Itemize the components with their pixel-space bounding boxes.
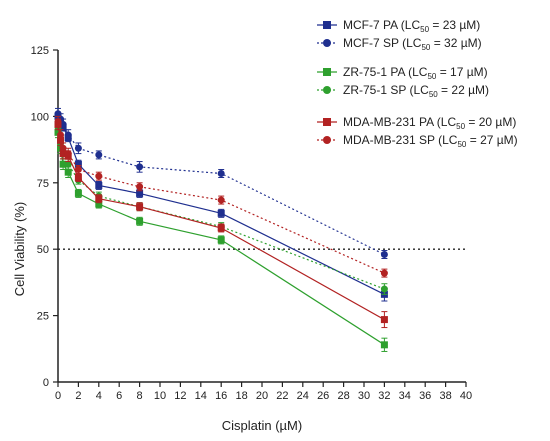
data-point bbox=[217, 236, 225, 244]
legend-marker bbox=[323, 118, 331, 126]
data-point bbox=[380, 316, 388, 324]
legend-label: MCF-7 PA (LC50 = 23 µM) bbox=[343, 18, 480, 34]
legend-label: MDA-MB-231 PA (LC50 = 20 µM) bbox=[343, 115, 516, 131]
x-tick-label: 14 bbox=[195, 390, 207, 402]
legend-label: ZR-75-1 SP (LC50 = 22 µM) bbox=[343, 83, 489, 99]
data-point bbox=[59, 160, 67, 168]
data-point bbox=[380, 341, 388, 349]
series-zr-75-1-sp bbox=[54, 121, 388, 295]
data-point bbox=[64, 131, 72, 139]
data-point bbox=[217, 209, 225, 217]
data-point bbox=[64, 150, 72, 158]
data-point bbox=[74, 160, 82, 168]
x-tick-label: 0 bbox=[55, 390, 61, 402]
x-tick-label: 34 bbox=[399, 390, 411, 402]
x-tick-label: 30 bbox=[358, 390, 370, 402]
legend-label: MCF-7 SP (LC50 = 32 µM) bbox=[343, 36, 482, 52]
data-point bbox=[74, 144, 82, 152]
y-tick-label: 25 bbox=[37, 311, 49, 323]
data-point bbox=[380, 251, 388, 259]
data-point bbox=[217, 224, 225, 232]
x-tick-label: 2 bbox=[75, 390, 81, 402]
x-tick-label: 28 bbox=[337, 390, 349, 402]
data-point bbox=[64, 160, 72, 168]
series-line bbox=[57, 116, 385, 295]
data-point bbox=[64, 168, 72, 176]
legend-item: MDA-MB-231 SP (LC50 = 27 µM) bbox=[317, 133, 518, 149]
series-line bbox=[57, 124, 385, 321]
data-point bbox=[217, 196, 225, 204]
legend-label: ZR-75-1 PA (LC50 = 17 µM) bbox=[343, 65, 488, 81]
data-point bbox=[380, 269, 388, 277]
x-tick-label: 24 bbox=[297, 390, 309, 402]
data-point bbox=[380, 285, 388, 293]
legend-marker bbox=[323, 39, 331, 47]
data-point bbox=[57, 131, 65, 139]
y-tick-label: 125 bbox=[31, 45, 49, 57]
x-tick-label: 10 bbox=[154, 390, 166, 402]
axes: 0 2 4 6 8 10 12 14 16 18 20 22 24 26 28 30 32 34 36 38 40025… bbox=[31, 45, 472, 402]
y-tick-label: 100 bbox=[31, 111, 49, 123]
legend: MCF-7 PA (LC50 = 23 µM) MCF-7 SP (LC50 = … bbox=[317, 18, 518, 149]
x-tick-label: 32 bbox=[378, 390, 390, 402]
x-axis-title: Cisplatin (µM) bbox=[222, 418, 302, 433]
series-line bbox=[57, 121, 385, 274]
x-tick-label: 26 bbox=[317, 390, 329, 402]
series-layer bbox=[54, 107, 388, 352]
x-tick-label: 36 bbox=[419, 390, 431, 402]
legend-marker bbox=[323, 21, 331, 29]
data-point bbox=[136, 163, 144, 171]
x-tick-label: 16 bbox=[215, 390, 227, 402]
data-point bbox=[54, 118, 62, 126]
data-point bbox=[136, 189, 144, 197]
legend-marker bbox=[323, 68, 331, 76]
data-point bbox=[74, 189, 82, 197]
series-line bbox=[57, 113, 385, 256]
y-tick-label: 50 bbox=[37, 244, 49, 256]
y-tick-label: 0 bbox=[43, 377, 49, 389]
legend-label: MDA-MB-231 SP (LC50 = 27 µM) bbox=[343, 133, 518, 149]
series-mda-mb-231-sp bbox=[54, 115, 388, 278]
legend-item: MCF-7 PA (LC50 = 23 µM) bbox=[317, 18, 480, 34]
data-point bbox=[74, 166, 82, 174]
data-point bbox=[95, 200, 103, 208]
legend-marker bbox=[323, 136, 331, 144]
data-point bbox=[95, 195, 103, 203]
data-point bbox=[74, 173, 82, 181]
legend-marker bbox=[323, 86, 331, 94]
legend-item: ZR-75-1 PA (LC50 = 17 µM) bbox=[317, 65, 488, 81]
x-tick-label: 12 bbox=[174, 390, 186, 402]
data-point bbox=[136, 203, 144, 211]
series-zr-75-1-pa bbox=[54, 126, 388, 352]
data-point bbox=[95, 172, 103, 180]
x-tick-label: 18 bbox=[235, 390, 247, 402]
x-tick-label: 20 bbox=[256, 390, 268, 402]
data-point bbox=[95, 181, 103, 189]
data-point bbox=[136, 183, 144, 191]
x-tick-label: 6 bbox=[116, 390, 122, 402]
y-tick-label: 75 bbox=[37, 178, 49, 190]
x-tick-label: 22 bbox=[276, 390, 288, 402]
x-tick-label: 8 bbox=[137, 390, 143, 402]
x-tick-label: 40 bbox=[460, 390, 472, 402]
data-point bbox=[217, 170, 225, 178]
data-point bbox=[136, 217, 144, 225]
y-axis-title: Cell Viability (%) bbox=[12, 202, 27, 296]
series-mcf-7-sp bbox=[54, 107, 388, 259]
x-tick-label: 4 bbox=[96, 390, 102, 402]
legend-item: ZR-75-1 SP (LC50 = 22 µM) bbox=[317, 83, 489, 99]
x-tick-label: 38 bbox=[439, 390, 451, 402]
legend-item: MCF-7 SP (LC50 = 32 µM) bbox=[317, 36, 482, 52]
data-point bbox=[95, 151, 103, 159]
legend-item: MDA-MB-231 PA (LC50 = 20 µM) bbox=[317, 115, 516, 131]
data-point bbox=[59, 144, 67, 152]
